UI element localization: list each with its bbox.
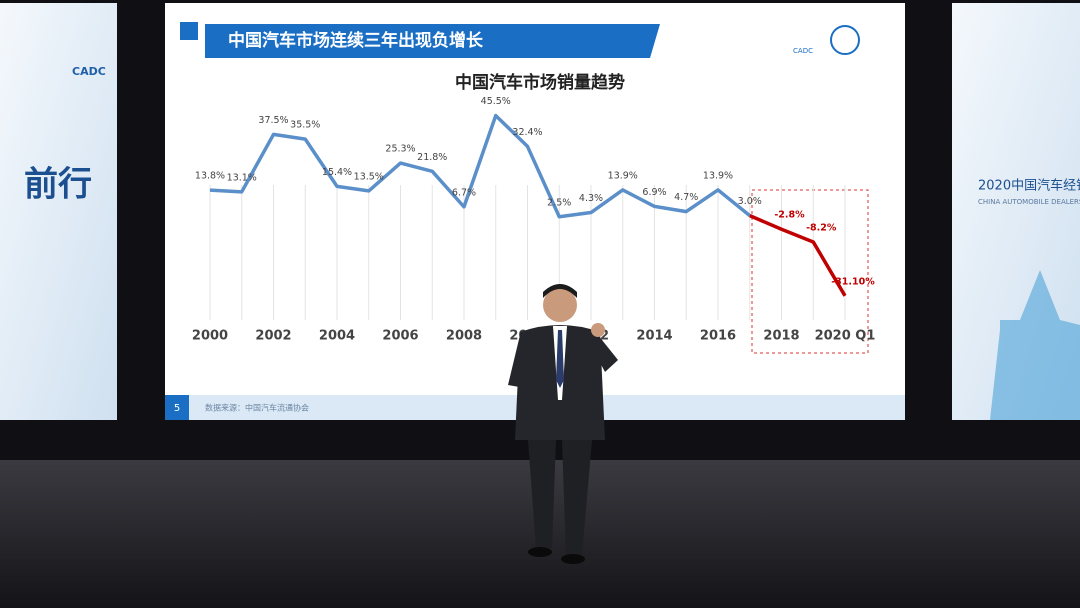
data-label: 13.5% — [354, 171, 384, 182]
data-label: 32.4% — [512, 127, 542, 138]
left-logo: CADC — [72, 65, 106, 78]
data-label: 4.7% — [674, 192, 698, 203]
page-number: 5 — [174, 403, 180, 414]
slide-logo: CADC — [793, 47, 813, 55]
highlight-box — [751, 189, 869, 354]
data-label: 3.0% — [738, 196, 762, 207]
x-tick-label: 2002 — [255, 329, 291, 344]
data-label: 4.3% — [579, 193, 603, 204]
series-line — [749, 213, 847, 297]
left-screen — [0, 3, 117, 420]
x-tick-label: 2000 — [192, 329, 228, 344]
speaker — [508, 284, 618, 564]
data-label: 45.5% — [481, 96, 511, 107]
header-bar — [205, 24, 660, 58]
assoc-logo — [830, 25, 860, 55]
plot: 2000200220042006200820102012201420162018… — [192, 96, 876, 343]
x-tick-label: 2018 — [763, 329, 799, 344]
data-label: 2.5% — [547, 197, 571, 208]
x-tick-label: 2004 — [319, 329, 355, 344]
data-label: 13.8% — [195, 171, 225, 182]
right-title: 2020中国汽车经销 — [978, 178, 1080, 194]
x-tick-label: 2014 — [636, 329, 672, 344]
data-label: 15.4% — [322, 167, 352, 178]
series-line — [209, 113, 751, 219]
data-label: 13.9% — [703, 170, 733, 181]
right-subtitle: CHINA AUTOMOBILE DEALERS CO — [978, 198, 1080, 206]
x-tick-label: 2020 Q1 — [815, 329, 876, 344]
data-label: 6.7% — [452, 187, 476, 198]
data-label: 21.8% — [417, 152, 447, 163]
data-label: 13.1% — [227, 172, 257, 183]
data-label: 13.9% — [608, 170, 638, 181]
data-label: -8.2% — [806, 222, 837, 233]
x-tick-label: 2016 — [700, 329, 736, 344]
data-label: 35.5% — [290, 120, 320, 131]
x-tick-label: 2006 — [382, 329, 418, 344]
data-label: 25.3% — [385, 144, 415, 155]
page-box — [165, 395, 189, 420]
data-label: -31.10% — [831, 276, 875, 287]
x-tick-label: 2008 — [446, 329, 482, 344]
data-label: 37.5% — [258, 115, 288, 126]
left-slogan: 前行 — [24, 165, 92, 205]
star-logo — [990, 270, 1080, 420]
header-icon — [180, 22, 198, 40]
chart-title: 中国汽车市场销量趋势 — [455, 72, 625, 93]
data-label: -2.8% — [774, 210, 805, 221]
source-note: 数据来源：中国汽车流通协会 — [205, 403, 309, 413]
slide-header: 中国汽车市场连续三年出现负增长 — [228, 30, 484, 51]
data-label: 6.9% — [642, 187, 666, 198]
